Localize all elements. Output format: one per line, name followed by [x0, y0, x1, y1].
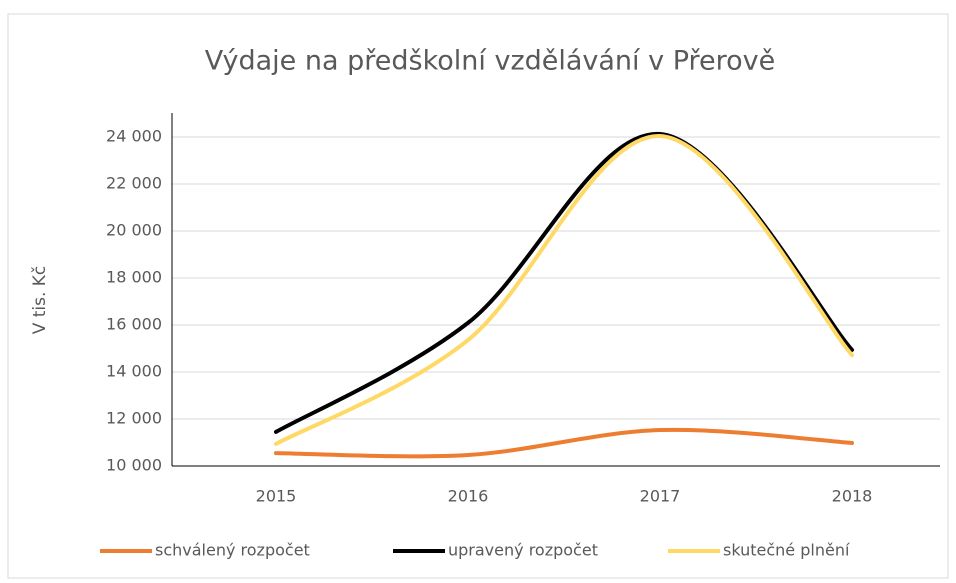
legend-label: skutečné plnění — [723, 541, 850, 560]
x-tick-label: 2015 — [256, 487, 297, 506]
x-tick-label: 2017 — [640, 487, 681, 506]
y-tick-label: 16 000 — [106, 315, 162, 334]
y-tick-label: 14 000 — [106, 362, 162, 381]
y-axis-label: V tis. Kč — [30, 266, 50, 335]
legend-label: schválený rozpočet — [155, 541, 310, 560]
chart-border — [7, 13, 949, 579]
y-tick-label: 24 000 — [106, 127, 162, 146]
series-line — [274, 427, 854, 459]
x-tick-label: 2016 — [448, 487, 489, 506]
y-tick-label: 12 000 — [106, 409, 162, 428]
y-tick-label: 20 000 — [106, 221, 162, 240]
y-tick-label: 10 000 — [106, 456, 162, 475]
series-line — [274, 134, 854, 446]
x-tick-label: 2018 — [832, 487, 873, 506]
y-tick-label: 18 000 — [106, 268, 162, 287]
chart-title: Výdaje na předškolní vzdělávání v Přerov… — [205, 46, 775, 77]
y-tick-label: 22 000 — [106, 174, 162, 193]
legend-label: upravený rozpočet — [448, 541, 598, 560]
